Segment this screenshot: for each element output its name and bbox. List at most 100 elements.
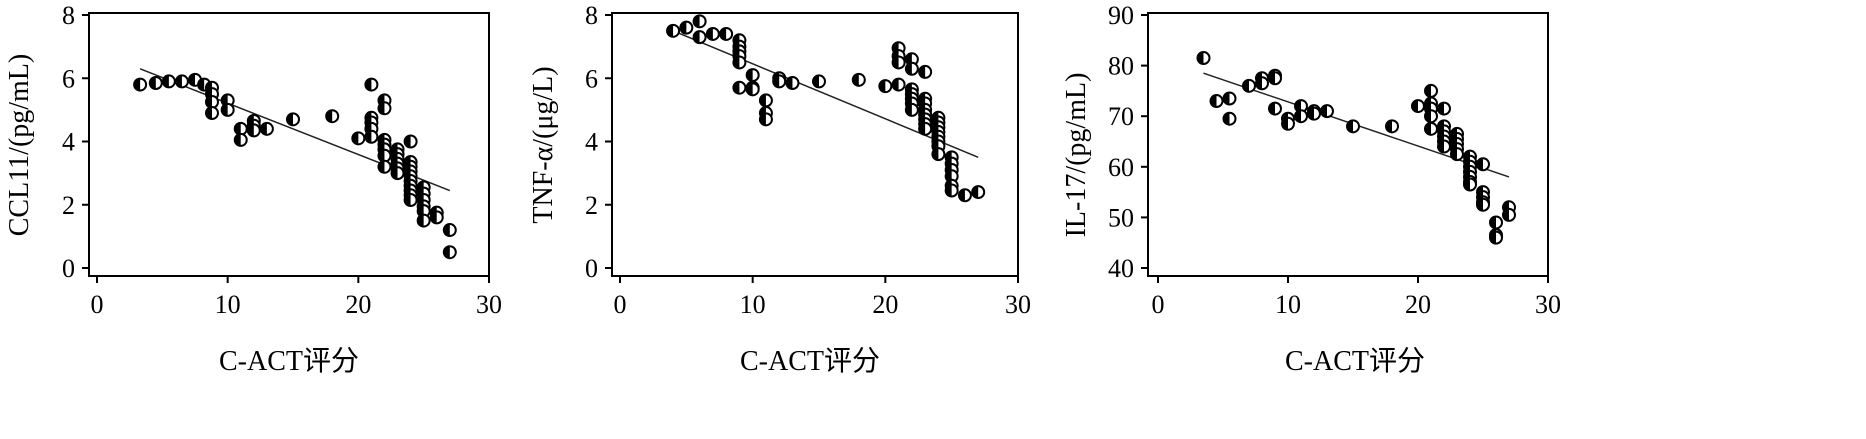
- data-point: [904, 102, 919, 117]
- data-point: [772, 74, 787, 89]
- data-point: [878, 79, 893, 94]
- data-point: [758, 93, 773, 108]
- data-point: [1502, 207, 1516, 222]
- data-point: [1222, 91, 1237, 106]
- data-point: [416, 213, 431, 228]
- chart-marks: 0 2 4 6 8 0 10 20 30: [585, 1, 1031, 319]
- data-point: [957, 188, 972, 203]
- x-tick-label: 30: [1535, 290, 1561, 319]
- data-point: [325, 109, 340, 124]
- data-point: [148, 75, 163, 90]
- data-point: [1437, 101, 1451, 116]
- y-axis-title: TNF-α/(μg/L): [528, 66, 559, 223]
- x-tick-label: 0: [1152, 290, 1165, 319]
- data-point: [442, 223, 457, 238]
- data-point: [758, 112, 773, 127]
- x-tick-label: 20: [872, 290, 898, 319]
- data-point: [1281, 116, 1295, 131]
- data-point: [732, 80, 747, 95]
- data-point: [259, 121, 274, 136]
- data-point: [918, 121, 933, 136]
- data-point: [1489, 230, 1503, 245]
- data-point: [220, 102, 235, 117]
- x-tick-label: 10: [740, 290, 766, 319]
- data-point: [692, 14, 707, 29]
- data-point: [692, 30, 707, 45]
- y-tick-label: 4: [585, 128, 598, 157]
- x-tick-label: 20: [1405, 290, 1431, 319]
- y-tick-label: 0: [585, 254, 598, 283]
- data-point: [133, 77, 148, 92]
- data-point: [1294, 109, 1308, 124]
- chart-panel-tnf-alpha: 0 2 4 6 8 0 10 20 30 C-ACT评分 TNF-α/(μg/L): [528, 1, 1031, 377]
- data-point: [891, 77, 906, 92]
- y-tick-label: 2: [62, 191, 75, 220]
- data-point: [233, 121, 248, 136]
- data-point: [1307, 106, 1321, 121]
- chart-panel-il17: 40 50 60 70 80 90 0 10 20 30 C-ACT评分 IL-17/(pg/mL…: [1061, 1, 1561, 377]
- data-point: [1196, 51, 1211, 66]
- x-tick-label: 0: [614, 290, 627, 319]
- data-point: [1242, 78, 1256, 93]
- data-point: [364, 77, 379, 92]
- plot-frame: [611, 12, 1019, 277]
- data-point: [429, 210, 444, 225]
- y-tick-label: 0: [62, 254, 75, 283]
- y-tick-label: 90: [1108, 1, 1134, 30]
- data-point: [851, 72, 866, 87]
- data-point: [403, 193, 418, 208]
- y-tick-label: 40: [1108, 254, 1134, 283]
- data-point: [233, 132, 248, 147]
- data-point: [1268, 71, 1282, 86]
- data-point: [1476, 197, 1490, 212]
- data-point: [1437, 139, 1451, 154]
- data-point: [971, 185, 986, 200]
- x-tick-label: 30: [1005, 290, 1031, 319]
- x-tick-label: 0: [91, 290, 104, 319]
- data-point: [377, 101, 392, 116]
- data-point: [351, 131, 366, 146]
- x-axis-title: C-ACT评分: [1285, 346, 1425, 377]
- data-point: [204, 106, 219, 121]
- chart-marks: 40 50 60 70 80 90 0 10 20 30: [1108, 1, 1561, 319]
- data-point: [377, 159, 392, 174]
- chart-marks: 0 2 4 6 8 0 10 20 30: [62, 1, 502, 319]
- data-point: [442, 245, 457, 260]
- data-point: [1424, 121, 1438, 136]
- data-point: [286, 112, 300, 127]
- data-point: [891, 55, 906, 70]
- data-point: [1424, 83, 1438, 98]
- data-point: [390, 166, 405, 181]
- data-point: [785, 75, 800, 90]
- x-tick-label: 20: [345, 290, 371, 319]
- data-point: [904, 61, 919, 76]
- data-point: [1255, 76, 1269, 91]
- data-point: [364, 129, 379, 144]
- data-point: [1476, 157, 1490, 172]
- y-tick-label: 80: [1108, 52, 1134, 81]
- chart-panel-ccl11: 0 2 4 6 8 0 10 20 30 C-ACT评分 CCL11/(pg/mL): [4, 1, 502, 377]
- data-point: [812, 74, 826, 89]
- x-tick-label: 10: [215, 290, 241, 319]
- data-point: [1320, 104, 1334, 119]
- data-point: [246, 123, 261, 138]
- y-tick-label: 2: [585, 191, 598, 220]
- data-point: [1463, 177, 1477, 192]
- data-point: [1385, 119, 1399, 134]
- y-tick-label: 4: [62, 128, 75, 157]
- data-point: [745, 82, 760, 97]
- data-point: [1222, 111, 1237, 126]
- y-tick-label: 70: [1108, 102, 1134, 131]
- x-axis-title: C-ACT评分: [740, 346, 880, 377]
- y-tick-label: 60: [1108, 153, 1134, 182]
- data-point: [931, 147, 946, 162]
- data-point: [679, 20, 694, 35]
- data-point: [1268, 101, 1282, 116]
- y-tick-label: 8: [62, 1, 75, 30]
- data-point: [174, 74, 189, 89]
- plot-frame: [88, 12, 490, 277]
- x-tick-label: 10: [1275, 290, 1301, 319]
- plot-frame: [1147, 12, 1549, 277]
- data-point: [1424, 109, 1438, 124]
